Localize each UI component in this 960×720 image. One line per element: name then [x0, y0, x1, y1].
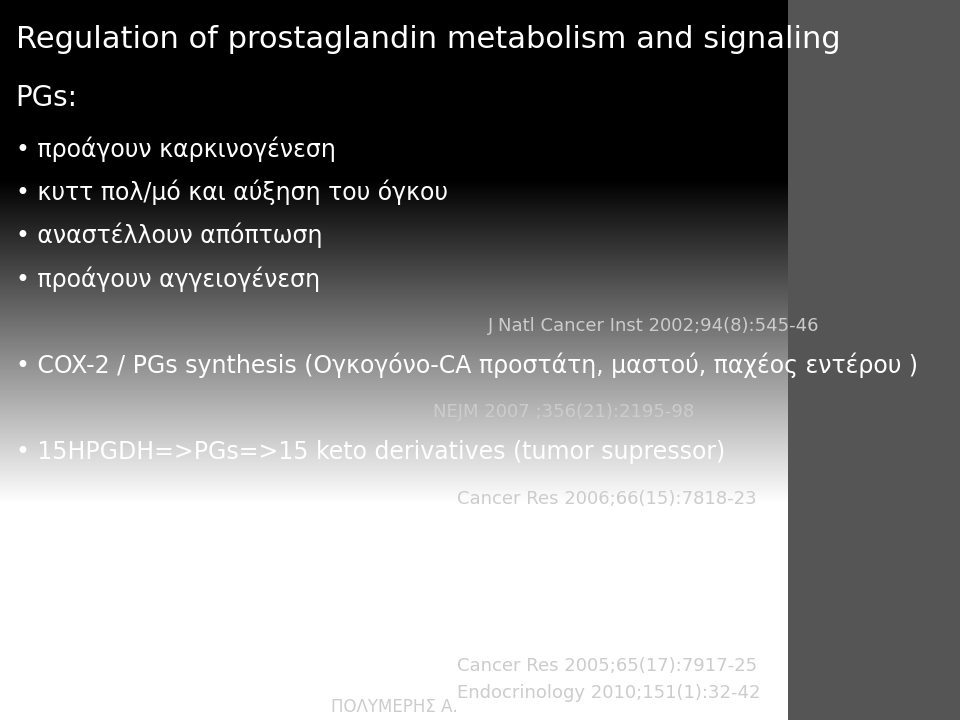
Text: • COX-2 / PGs synthesis (Ογκογόνο-CA προστάτη, μαστού, παχέος εντέρου ): • COX-2 / PGs synthesis (Ογκογόνο-CA προ… — [15, 353, 918, 378]
Text: ΠΟΛΥΜΕΡΗΣ Α.: ΠΟΛΥΜΕΡΗΣ Α. — [330, 698, 457, 716]
Text: J Natl Cancer Inst 2002;94(8):545-46: J Natl Cancer Inst 2002;94(8):545-46 — [488, 317, 820, 335]
Text: • κυττ πολ/μό και αύξηση του όγκου: • κυττ πολ/μό και αύξηση του όγκου — [15, 180, 447, 205]
Text: Cancer Res 2006;66(15):7818-23: Cancer Res 2006;66(15):7818-23 — [457, 490, 756, 508]
Text: • προάγουν καρκινογένεση: • προάγουν καρκινογένεση — [15, 137, 336, 162]
Text: decreases PG receptors: decreases PG receptors — [15, 573, 521, 601]
Text: NEJM 2007 ;356(21):2195-98: NEJM 2007 ;356(21):2195-98 — [433, 403, 694, 421]
Text: • 15HPGDH=>PGs=>15 keto derivatives (tumor supressor): • 15HPGDH=>PGs=>15 keto derivatives (tum… — [15, 441, 725, 464]
Text: PGs:: PGs: — [15, 84, 78, 112]
Text: Regulation of prostaglandin metabolism and signaling: Regulation of prostaglandin metabolism a… — [15, 25, 840, 54]
Text: • αναστέλλουν απόπτωση: • αναστέλλουν απόπτωση — [15, 223, 323, 248]
Text: • προάγουν αγγειογένεση: • προάγουν αγγειογένεση — [15, 266, 320, 292]
Text: Συνεργιστική δράση με NSAIDs: Συνεργιστική δράση με NSAIDs — [15, 613, 450, 642]
Text: Endocrinology 2010;151(1):32-42: Endocrinology 2010;151(1):32-42 — [457, 684, 760, 702]
Text: Cancer Res 2005;65(17):7917-25: Cancer Res 2005;65(17):7917-25 — [457, 657, 756, 675]
Text: 1,25(OH)₂D₃: decreases COX-2 and increases 15HPGDH: 1,25(OH)₂D₃: decreases COX-2 and increas… — [15, 530, 784, 558]
